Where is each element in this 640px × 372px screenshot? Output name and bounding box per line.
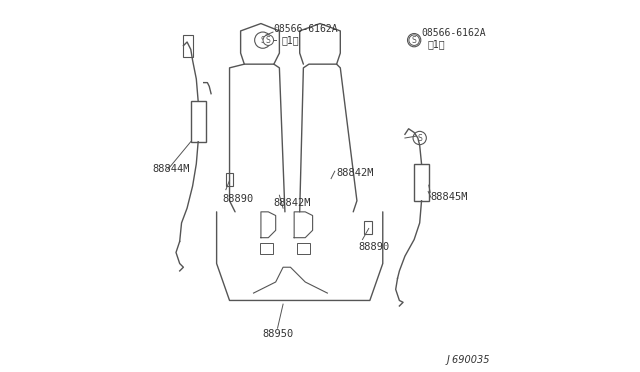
Text: 88950: 88950 (263, 329, 294, 339)
Text: 88842M: 88842M (274, 198, 311, 208)
Text: 88890: 88890 (222, 194, 253, 204)
Text: J 690035: J 690035 (446, 355, 490, 365)
Text: S: S (260, 36, 265, 45)
Text: 88845M: 88845M (431, 192, 468, 202)
Text: 88890: 88890 (359, 242, 390, 252)
Text: S: S (266, 36, 271, 45)
Text: 88842M: 88842M (337, 168, 374, 178)
Text: （1）: （1） (427, 39, 445, 49)
Text: S: S (412, 36, 417, 45)
Text: 88844M: 88844M (152, 164, 189, 174)
Text: S: S (417, 134, 422, 142)
Text: 08566-6162A: 08566-6162A (422, 28, 486, 38)
Text: 08566-6162A: 08566-6162A (274, 24, 339, 34)
Text: （1）: （1） (281, 35, 299, 45)
